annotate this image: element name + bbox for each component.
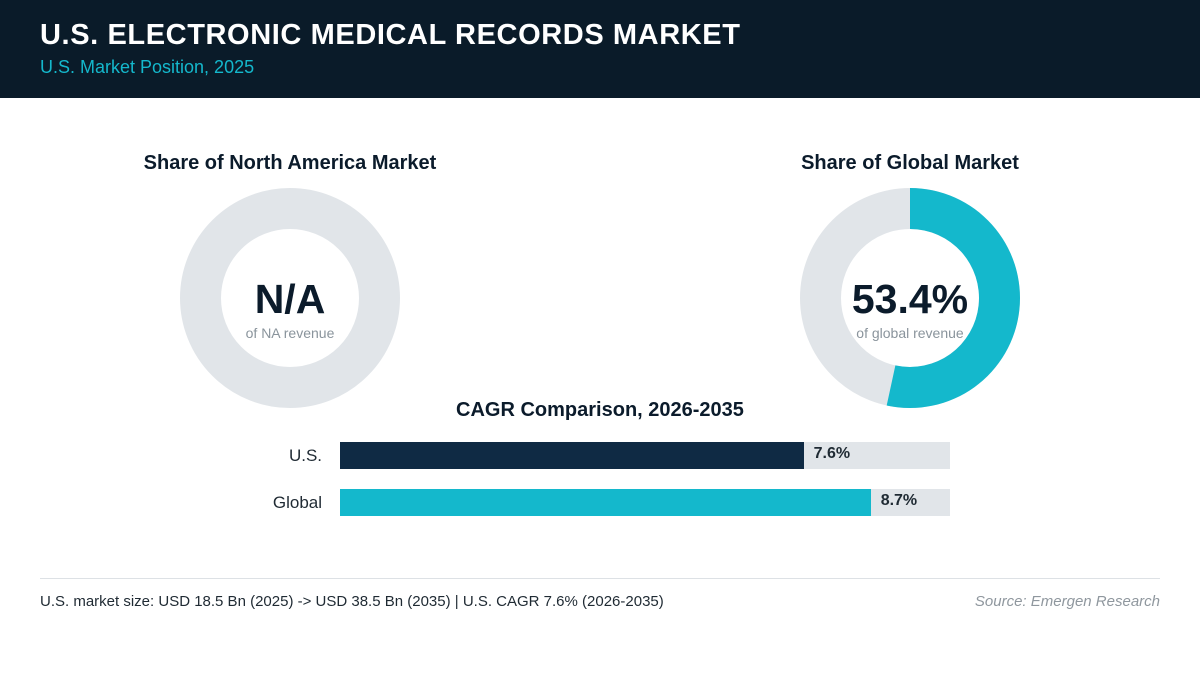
- header-banner: U.S. ELECTRONIC MEDICAL RECORDS MARKET U…: [0, 0, 1200, 98]
- bar-track-global: 8.7%: [340, 489, 950, 516]
- page-title: U.S. ELECTRONIC MEDICAL RECORDS MARKET: [40, 19, 741, 51]
- donut-global-value: 53.4%: [851, 276, 969, 322]
- bar-label-global: Global: [272, 493, 322, 512]
- bar-global: [340, 489, 871, 516]
- donut-na-chart: [180, 188, 400, 408]
- bar-label-us: U.S.: [288, 446, 322, 465]
- footer-note: U.S. market size: USD 18.5 Bn (2025) -> …: [40, 593, 664, 610]
- footer-divider: [40, 578, 1160, 579]
- donut-global-slice: [886, 188, 1020, 408]
- donut-global-chart: [800, 188, 1020, 408]
- cagr-chart-title: CAGR Comparison, 2026-2035: [456, 399, 744, 421]
- bar-us: [340, 442, 804, 469]
- donut-na-track: [180, 188, 400, 408]
- bar-value-global: 8.7%: [880, 492, 918, 509]
- source-credit: Source: Emergen Research: [974, 593, 1160, 610]
- page-subtitle: U.S. Market Position, 2025: [40, 57, 255, 77]
- donut-na-title: Share of North America Market: [143, 152, 437, 174]
- donut-global-title: Share of Global Market: [801, 152, 1019, 174]
- bar-track-us: 7.6%: [340, 442, 950, 469]
- donut-na-caption: of NA revenue: [245, 325, 335, 341]
- bar-value-us: 7.6%: [813, 445, 851, 462]
- donut-global-caption: of global revenue: [856, 325, 964, 341]
- donut-na-value: N/A: [254, 276, 326, 322]
